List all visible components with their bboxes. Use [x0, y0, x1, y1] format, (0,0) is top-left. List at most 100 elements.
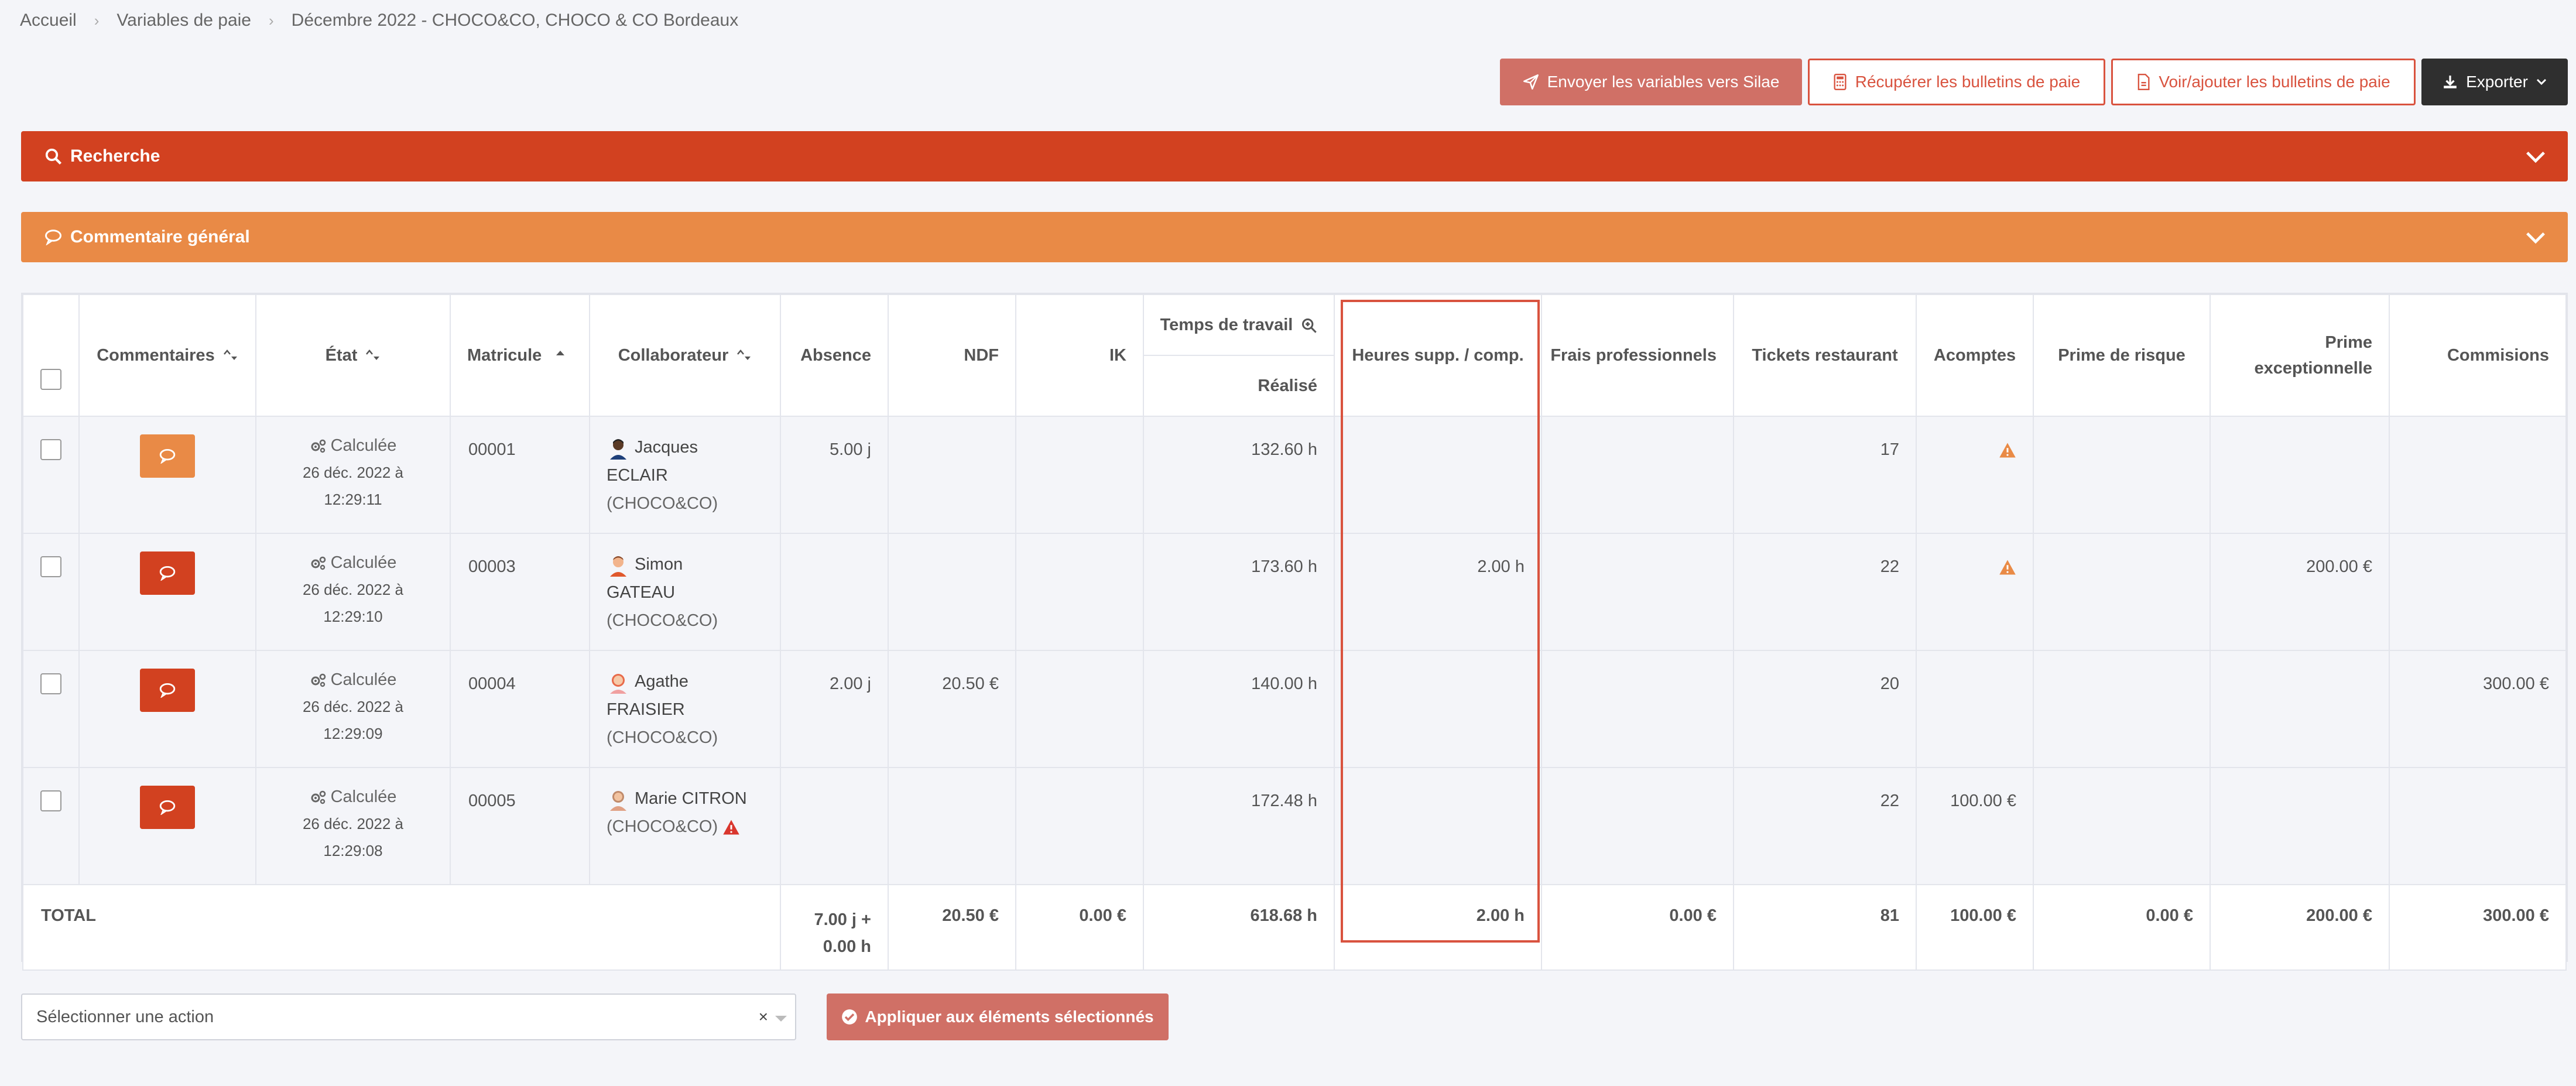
prime-exceptionnelle-cell: 200.00 €	[2210, 533, 2390, 651]
acomptes-cell	[1916, 650, 2034, 768]
avatar-icon	[610, 439, 626, 460]
header-commentaires-label: Commentaires	[97, 345, 215, 365]
collaborator-cell[interactable]: Marie CITRON (CHOCO&CO)	[589, 767, 781, 885]
commisions-cell: 300.00 €	[2389, 650, 2567, 768]
prime-risque-cell	[2033, 416, 2211, 534]
header-collaborateur-label: Collaborateur	[618, 345, 729, 365]
comment-button[interactable]	[140, 551, 195, 595]
sort-asc-icon	[556, 350, 565, 355]
row-checkbox[interactable]	[40, 439, 61, 460]
row-checkbox[interactable]	[40, 673, 61, 694]
matricule-cell: 00005	[450, 767, 590, 885]
avatar-icon	[610, 556, 626, 577]
sort-icon	[223, 349, 237, 360]
general-comment-accordion[interactable]: Commentaire général	[21, 212, 2568, 262]
gears-icon	[311, 440, 326, 453]
header-temps-label: Temps de travail	[1160, 315, 1293, 334]
select-all-checkbox[interactable]	[40, 369, 61, 390]
total-ik: 0.00 €	[1015, 884, 1144, 971]
export-dropdown-button[interactable]: Exporter	[2421, 59, 2568, 105]
state-label: Calculée	[330, 553, 397, 572]
warning-icon	[1999, 560, 2016, 575]
total-prime-risque: 0.00 €	[2033, 884, 2211, 971]
prime-risque-cell	[2033, 650, 2211, 768]
collaborator-first-name: Jacques	[635, 438, 698, 457]
ik-cell	[1015, 533, 1144, 651]
search-accordion[interactable]: Recherche	[21, 131, 2568, 181]
header-temps-travail[interactable]: Temps de travail	[1143, 294, 1335, 356]
send-variables-button[interactable]: Envoyer les variables vers Silae	[1500, 59, 1802, 105]
header-heures-supp: Heures supp. / comp.	[1334, 294, 1542, 417]
table-row: Calculée 26 déc. 2022 à 12:29:09 00004 Aga…	[22, 650, 2567, 768]
heures-supp-cell	[1334, 650, 1542, 768]
collaborator-last-name: GATEAU	[607, 583, 676, 602]
comment-cell	[78, 416, 256, 534]
header-etat[interactable]: État	[255, 294, 451, 417]
matricule-cell: 00001	[450, 416, 590, 534]
header-ik: IK	[1015, 294, 1144, 417]
header-matricule-label: Matricule	[467, 345, 542, 365]
apply-selected-button[interactable]: Appliquer aux éléments sélectionnés	[827, 993, 1169, 1040]
zoom-icon	[1302, 318, 1317, 333]
comment-cell	[78, 533, 256, 651]
state-date: 26 déc. 2022 à	[302, 581, 404, 598]
retrieve-payslips-button[interactable]: Récupérer les bulletins de paie	[1808, 59, 2105, 105]
table-row: Calculée 26 déc. 2022 à 12:29:11 00001 Jac…	[22, 416, 2567, 534]
breadcrumb-separator-icon: ›	[94, 11, 100, 29]
row-checkbox[interactable]	[40, 790, 61, 811]
collaborator-last-name: ECLAIR	[607, 466, 668, 485]
total-tickets: 81	[1733, 884, 1917, 971]
state-time: 12:29:11	[324, 491, 382, 508]
ik-cell	[1015, 416, 1144, 534]
collaborator-cell[interactable]: Simon GATEAU (CHOCO&CO)	[589, 533, 781, 651]
state-cell: Calculée 26 déc. 2022 à 12:29:10	[255, 533, 451, 651]
comment-icon	[159, 448, 176, 464]
header-commentaires[interactable]: Commentaires	[78, 294, 256, 417]
warning-icon	[723, 820, 739, 835]
comment-button[interactable]	[140, 669, 195, 712]
breadcrumb: Accueil › Variables de paie › Décembre 2…	[20, 11, 738, 30]
commisions-cell	[2389, 767, 2567, 885]
state-label: Calculée	[330, 436, 397, 455]
breadcrumb-variables-link[interactable]: Variables de paie	[117, 11, 251, 30]
collaborator-cell[interactable]: Jacques ECLAIR (CHOCO&CO)	[589, 416, 781, 534]
realise-cell: 173.60 h	[1143, 533, 1335, 651]
frais-cell	[1541, 650, 1734, 768]
prime-exceptionnelle-cell	[2210, 650, 2390, 768]
header-absence: Absence	[780, 294, 889, 417]
table-row: Calculée 26 déc. 2022 à 12:29:08 00005 Mar…	[22, 767, 2567, 885]
clear-selection-icon[interactable]: ×	[758, 1008, 768, 1026]
ndf-cell	[888, 767, 1016, 885]
payroll-variables-table: Commentaires État Matricule Collaborateu…	[21, 293, 2568, 971]
header-tickets: Tickets restaurant	[1733, 294, 1917, 417]
breadcrumb-home-link[interactable]: Accueil	[20, 11, 77, 30]
collaborator-company: (CHOCO&CO)	[607, 817, 718, 836]
export-label: Exporter	[2466, 73, 2528, 91]
collaborator-first-name: Simon	[635, 555, 683, 574]
total-commisions: 300.00 €	[2389, 884, 2567, 971]
realise-cell: 132.60 h	[1143, 416, 1335, 534]
warning-icon	[1999, 443, 2016, 458]
general-comment-title: Commentaire général	[70, 227, 250, 246]
header-collaborateur[interactable]: Collaborateur	[589, 294, 781, 417]
header-matricule[interactable]: Matricule	[450, 294, 590, 417]
row-checkbox[interactable]	[40, 556, 61, 577]
comment-button[interactable]	[140, 786, 195, 829]
collaborator-cell[interactable]: Agathe FRAISIER (CHOCO&CO)	[589, 650, 781, 768]
state-time: 12:29:09	[323, 725, 383, 742]
bulk-action-placeholder: Sélectionner une action	[36, 1007, 214, 1026]
view-add-payslips-button[interactable]: Voir/ajouter les bulletins de paie	[2111, 59, 2416, 105]
absence-cell	[780, 533, 889, 651]
apply-selected-label: Appliquer aux éléments sélectionnés	[865, 1008, 1154, 1026]
caret-down-icon	[775, 1016, 787, 1022]
absence-cell: 2.00 j	[780, 650, 889, 768]
heures-supp-cell	[1334, 416, 1542, 534]
comment-button[interactable]	[140, 434, 195, 478]
collaborator-company: (CHOCO&CO)	[607, 611, 718, 630]
prime-exceptionnelle-cell	[2210, 767, 2390, 885]
collaborator-company: (CHOCO&CO)	[607, 728, 718, 747]
chevron-down-icon	[2536, 78, 2546, 85]
breadcrumb-separator-icon: ›	[269, 11, 274, 29]
total-realise: 618.68 h	[1143, 884, 1335, 971]
bulk-action-select[interactable]: Sélectionner une action ×	[21, 993, 796, 1040]
